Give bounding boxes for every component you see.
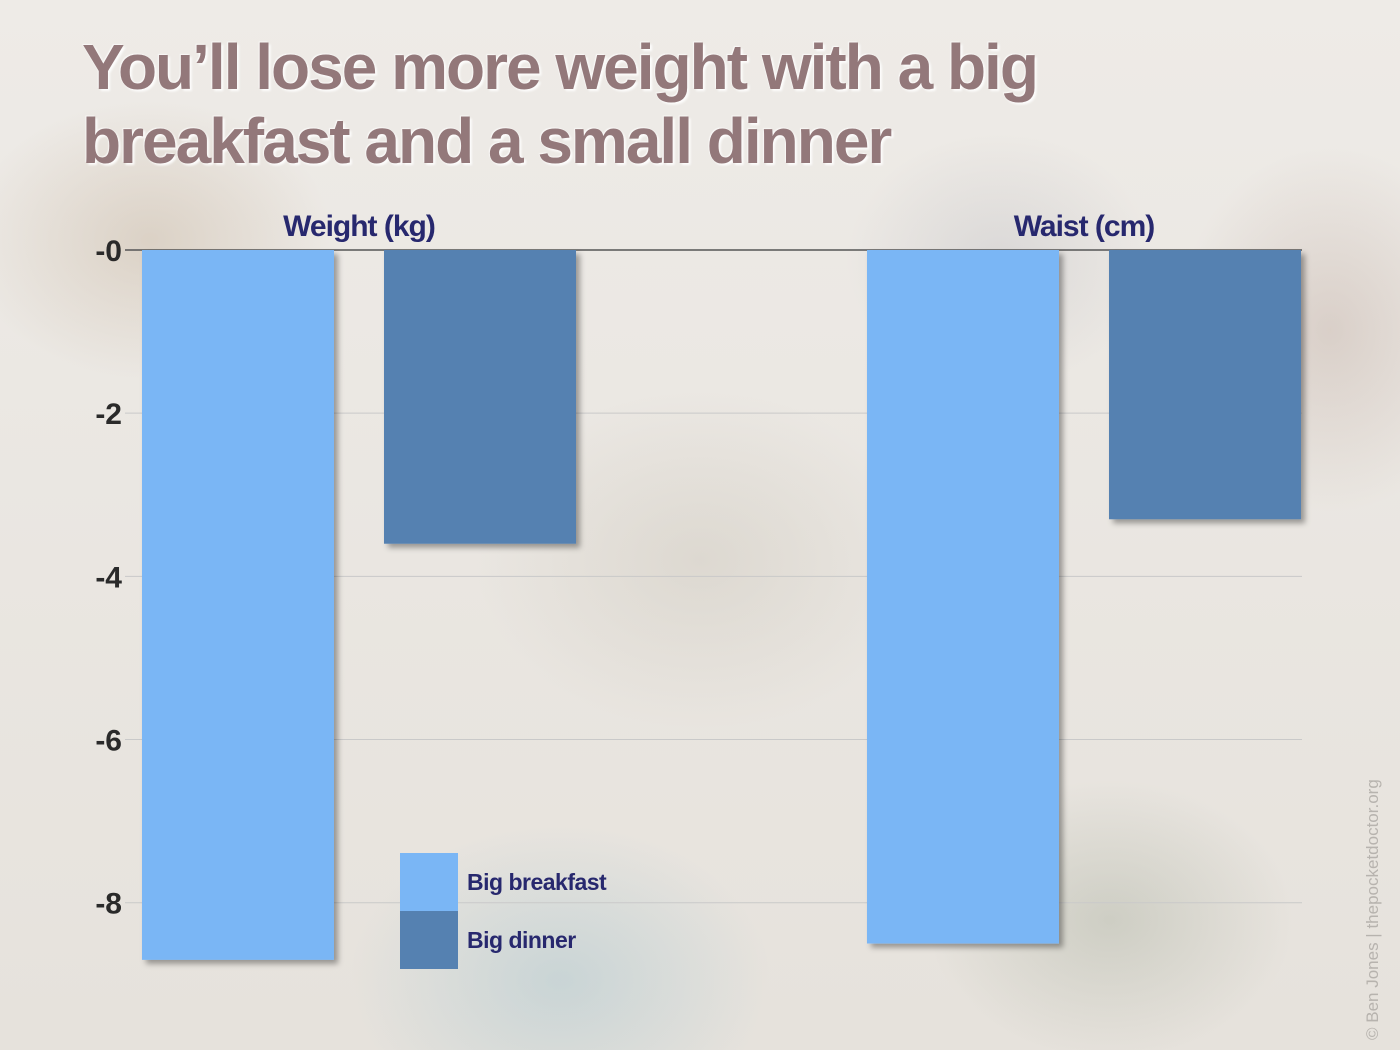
y-tick-label: -2 xyxy=(95,398,122,431)
bars xyxy=(142,250,1301,960)
legend-label: Big breakfast xyxy=(467,869,607,895)
bar xyxy=(384,250,576,544)
legend: Big breakfast Big dinner xyxy=(400,853,608,969)
chart-title: You’ll lose more weight with a big break… xyxy=(82,31,1039,177)
y-tick-label: -4 xyxy=(95,561,122,594)
legend-swatch xyxy=(400,853,458,911)
y-tick-label: -6 xyxy=(95,725,122,758)
bar xyxy=(142,250,334,960)
y-axis-ticks: -0 -2 -4 -6 -8 xyxy=(95,235,122,921)
category-label: Weight (kg) xyxy=(283,210,435,243)
category-label: Waist (cm) xyxy=(1014,210,1155,243)
bar xyxy=(1109,250,1301,520)
category-labels: Weight (kg) Waist (cm) xyxy=(283,210,1155,243)
y-tick-label: -8 xyxy=(95,888,122,921)
legend-label: Big dinner xyxy=(467,927,576,953)
credit-text: © Ben Jones | thepocketdoctor.org xyxy=(1363,779,1382,1040)
legend-swatch xyxy=(400,911,458,969)
y-tick-label: -0 xyxy=(95,235,122,268)
bar xyxy=(867,250,1059,944)
